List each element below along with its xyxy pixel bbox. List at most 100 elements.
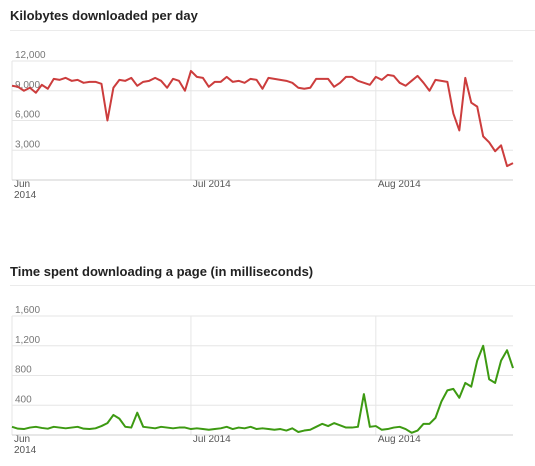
data-point	[469, 101, 473, 105]
data-point	[52, 425, 56, 429]
data-point	[308, 86, 312, 90]
data-point	[296, 430, 300, 434]
data-point	[374, 75, 378, 79]
data-point	[255, 78, 259, 82]
chart-title: Time spent downloading a page (in millis…	[10, 264, 314, 279]
data-point	[183, 426, 187, 430]
data-point	[457, 128, 461, 132]
data-point	[266, 76, 270, 80]
data-point	[165, 426, 169, 430]
data-point	[219, 80, 223, 84]
data-point	[439, 79, 443, 83]
data-point	[213, 427, 217, 431]
data-point	[22, 427, 26, 431]
data-point	[511, 366, 515, 370]
data-point	[481, 344, 485, 348]
data-point	[76, 425, 80, 429]
data-point	[487, 377, 491, 381]
data-point	[34, 91, 38, 95]
data-point	[123, 79, 127, 83]
kilobytes-chart-panel: Kilobytes downloaded per day 12,000 9,000…	[0, 0, 535, 210]
data-point	[505, 348, 509, 352]
data-point	[237, 79, 241, 83]
data-point	[183, 89, 187, 93]
data-point	[278, 427, 282, 431]
data-point	[475, 359, 479, 363]
data-point	[356, 425, 360, 429]
data-point	[207, 428, 211, 432]
series-line	[11, 344, 514, 434]
data-point	[165, 86, 169, 90]
data-point	[34, 425, 38, 429]
data-point	[129, 76, 133, 80]
data-point	[111, 413, 115, 417]
data-point	[99, 424, 103, 428]
data-point	[422, 422, 426, 426]
data-point	[392, 426, 396, 430]
title-divider	[10, 285, 535, 286]
data-point	[445, 80, 449, 84]
data-point	[368, 425, 372, 429]
data-point	[398, 81, 402, 85]
x-tick-label: Aug 2014	[378, 179, 421, 190]
y-tick-label: 3,000	[15, 139, 40, 150]
data-point	[16, 427, 20, 431]
data-point	[326, 424, 330, 428]
data-point	[225, 425, 229, 429]
data-point	[416, 74, 420, 78]
data-point	[410, 79, 414, 83]
data-point	[88, 427, 92, 431]
data-point	[195, 75, 199, 79]
title-divider	[10, 30, 535, 31]
data-point	[207, 85, 211, 89]
data-point	[243, 426, 247, 430]
data-point	[40, 83, 44, 87]
data-point	[153, 76, 157, 80]
data-point	[135, 84, 139, 88]
data-point	[308, 428, 312, 432]
data-point	[314, 425, 318, 429]
data-point	[386, 73, 390, 77]
data-point	[469, 385, 473, 389]
x-tick-label: Jun	[14, 434, 30, 445]
data-point	[404, 427, 408, 431]
data-point	[302, 87, 306, 91]
data-point	[350, 75, 354, 79]
data-point	[410, 431, 414, 435]
data-point	[219, 426, 223, 430]
data-point	[231, 427, 235, 431]
data-point	[433, 416, 437, 420]
data-point	[94, 426, 98, 430]
data-point	[28, 426, 32, 430]
data-point	[428, 89, 432, 93]
data-point	[40, 426, 44, 430]
x-tick-label-year: 2014	[14, 445, 37, 456]
data-point	[52, 77, 56, 81]
data-point	[117, 417, 121, 421]
download-time-chart-panel: Time spent downloading a page (in millis…	[0, 255, 535, 466]
data-point	[189, 69, 193, 73]
data-point	[475, 105, 479, 109]
data-point	[398, 425, 402, 429]
data-point	[356, 79, 360, 83]
x-tick-label: Jul 2014	[193, 179, 231, 190]
data-point	[201, 427, 205, 431]
data-point	[463, 76, 467, 80]
x-tick-label: Jun	[14, 179, 30, 190]
data-point	[362, 392, 366, 396]
data-point	[284, 429, 288, 433]
data-point	[493, 149, 497, 153]
data-point	[362, 81, 366, 85]
data-point	[189, 427, 193, 431]
data-point	[493, 381, 497, 385]
data-point	[439, 400, 443, 404]
data-point	[272, 77, 276, 81]
data-point	[147, 79, 151, 83]
data-point	[117, 78, 121, 82]
data-point	[499, 143, 503, 147]
data-point	[105, 119, 109, 123]
data-point	[58, 78, 62, 82]
data-point	[82, 81, 86, 85]
data-point	[16, 85, 20, 89]
